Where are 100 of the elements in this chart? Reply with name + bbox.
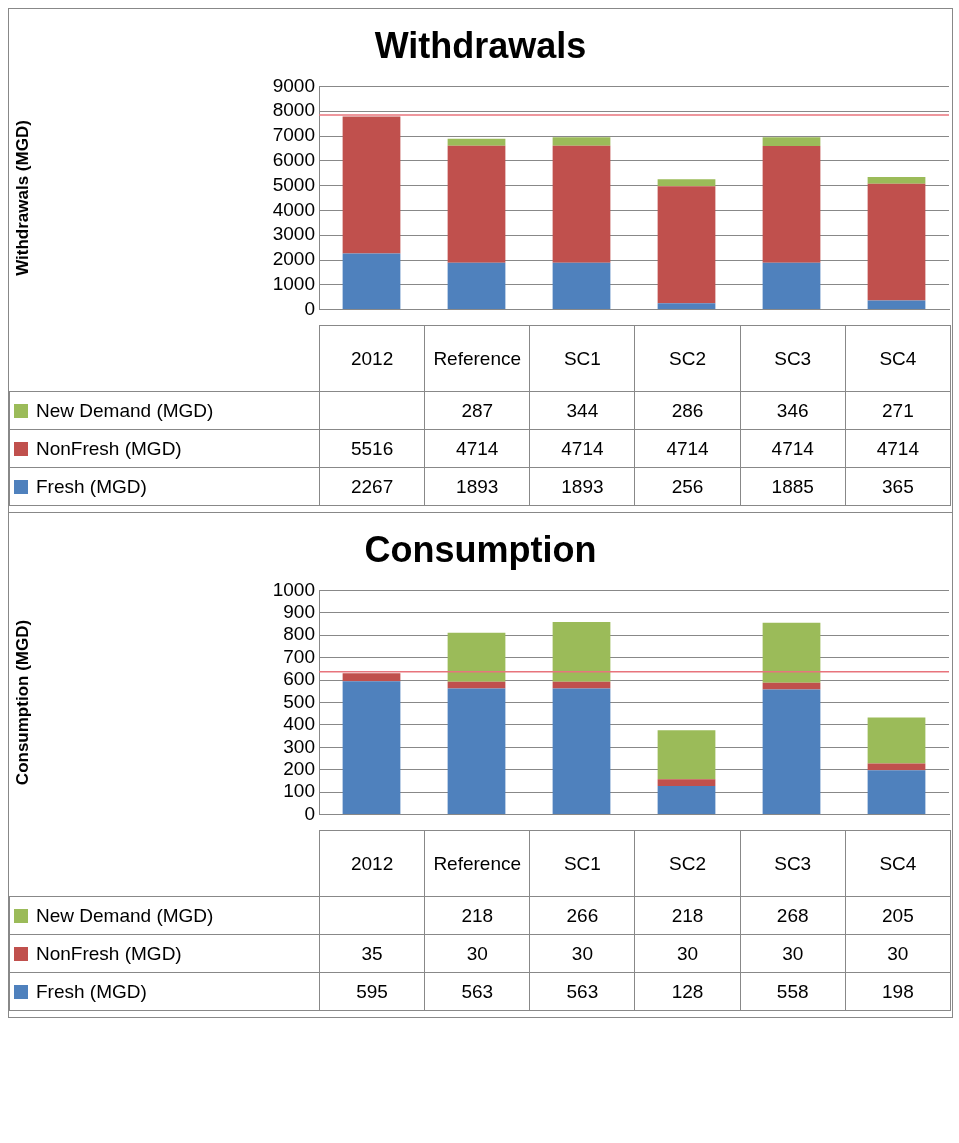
x-tick-label: SC1: [529, 830, 635, 897]
bar: [657, 730, 716, 780]
data-label: 287: [424, 391, 530, 430]
y-tick-label: 2000: [272, 248, 315, 270]
data-label: 4714: [845, 429, 951, 468]
bar: [657, 186, 716, 304]
data-label: 35: [319, 934, 425, 973]
x-tick-label: SC4: [845, 325, 951, 392]
y-tick-label: 800: [283, 623, 315, 645]
x-tick-label: 2012: [319, 325, 425, 392]
bar: [762, 689, 821, 815]
y-tick-label: 9000: [272, 74, 315, 96]
bar: [867, 770, 926, 815]
bar: [447, 632, 506, 682]
y-axis-title: Withdrawals (MGD): [12, 120, 32, 276]
data-label: 30: [529, 934, 635, 973]
x-tick-label: SC2: [634, 830, 741, 897]
bar: [552, 262, 611, 310]
bar: [762, 145, 821, 263]
bar: [552, 137, 611, 146]
data-label: 271: [845, 391, 951, 430]
chart-title: Withdrawals: [373, 24, 588, 68]
data-label: 4714: [634, 429, 741, 468]
data-label: 1893: [424, 467, 530, 506]
data-label: 198: [845, 972, 951, 1011]
data-label: 128: [634, 972, 741, 1011]
bar: [867, 176, 926, 184]
bar: [657, 303, 716, 310]
bar: [867, 183, 926, 301]
y-tick-label: 200: [283, 757, 315, 779]
bar: [552, 688, 611, 815]
x-tick-label: SC3: [740, 325, 846, 392]
data-label: 30: [845, 934, 951, 973]
bar: [762, 622, 821, 683]
y-tick-label: 500: [283, 690, 315, 712]
x-tick-label: SC3: [740, 830, 846, 897]
y-tick-label: 700: [283, 645, 315, 667]
x-tick-label: SC1: [529, 325, 635, 392]
bar: [447, 262, 506, 310]
y-tick-label: 4000: [272, 198, 315, 220]
bar: [447, 688, 506, 815]
data-label: 365: [845, 467, 951, 506]
data-label: 286: [634, 391, 741, 430]
y-tick-label: 600: [283, 668, 315, 690]
data-label: 595: [319, 972, 425, 1011]
x-tick-label: Reference: [424, 325, 530, 392]
bar: [552, 145, 611, 263]
y-tick-label: 0: [304, 802, 315, 824]
legend-label: NonFresh (MGD): [9, 429, 320, 468]
bar: [342, 673, 401, 682]
data-label: 4714: [529, 429, 635, 468]
y-tick-label: 1000: [272, 273, 315, 295]
data-label: 30: [740, 934, 846, 973]
bar: [657, 785, 716, 815]
data-label: 256: [634, 467, 741, 506]
y-tick-label: 8000: [272, 99, 315, 121]
bar: [447, 145, 506, 263]
data-label: 1885: [740, 467, 846, 506]
data-label: 268: [740, 896, 846, 935]
data-label: 563: [424, 972, 530, 1011]
y-tick-label: 900: [283, 601, 315, 623]
data-label: 205: [845, 896, 951, 935]
bar: [552, 622, 611, 682]
y-tick-label: 3000: [272, 223, 315, 245]
y-tick-label: 6000: [272, 149, 315, 171]
data-label: 30: [424, 934, 530, 973]
data-label: 30: [634, 934, 741, 973]
legend-label: Fresh (MGD): [9, 972, 320, 1011]
x-tick-label: SC2: [634, 325, 741, 392]
data-label: 563: [529, 972, 635, 1011]
legend-label: New Demand (MGD): [9, 896, 320, 935]
data-label: 4714: [740, 429, 846, 468]
bar: [867, 300, 926, 310]
x-tick-label: SC4: [845, 830, 951, 897]
chart-title: Consumption: [363, 528, 598, 572]
data-label: 2267: [319, 467, 425, 506]
data-label: 344: [529, 391, 635, 430]
y-tick-label: 300: [283, 735, 315, 757]
data-label: 266: [529, 896, 635, 935]
bar: [762, 137, 821, 146]
x-tick-label: 2012: [319, 830, 425, 897]
y-tick-label: 1000: [272, 578, 315, 600]
y-tick-label: 5000: [272, 173, 315, 195]
data-label: 4714: [424, 429, 530, 468]
data-label: 558: [740, 972, 846, 1011]
data-label: 346: [740, 391, 846, 430]
data-label: 218: [634, 896, 741, 935]
x-tick-label: Reference: [424, 830, 530, 897]
bar: [657, 179, 716, 187]
bar: [657, 779, 716, 786]
bar: [342, 116, 401, 254]
bar: [762, 262, 821, 310]
legend-label: Fresh (MGD): [9, 467, 320, 506]
bar: [342, 681, 401, 815]
data-label: 218: [424, 896, 530, 935]
bar: [867, 717, 926, 764]
y-tick-label: 0: [304, 297, 315, 319]
bar: [447, 138, 506, 146]
legend-label: NonFresh (MGD): [9, 934, 320, 973]
y-tick-label: 100: [283, 780, 315, 802]
